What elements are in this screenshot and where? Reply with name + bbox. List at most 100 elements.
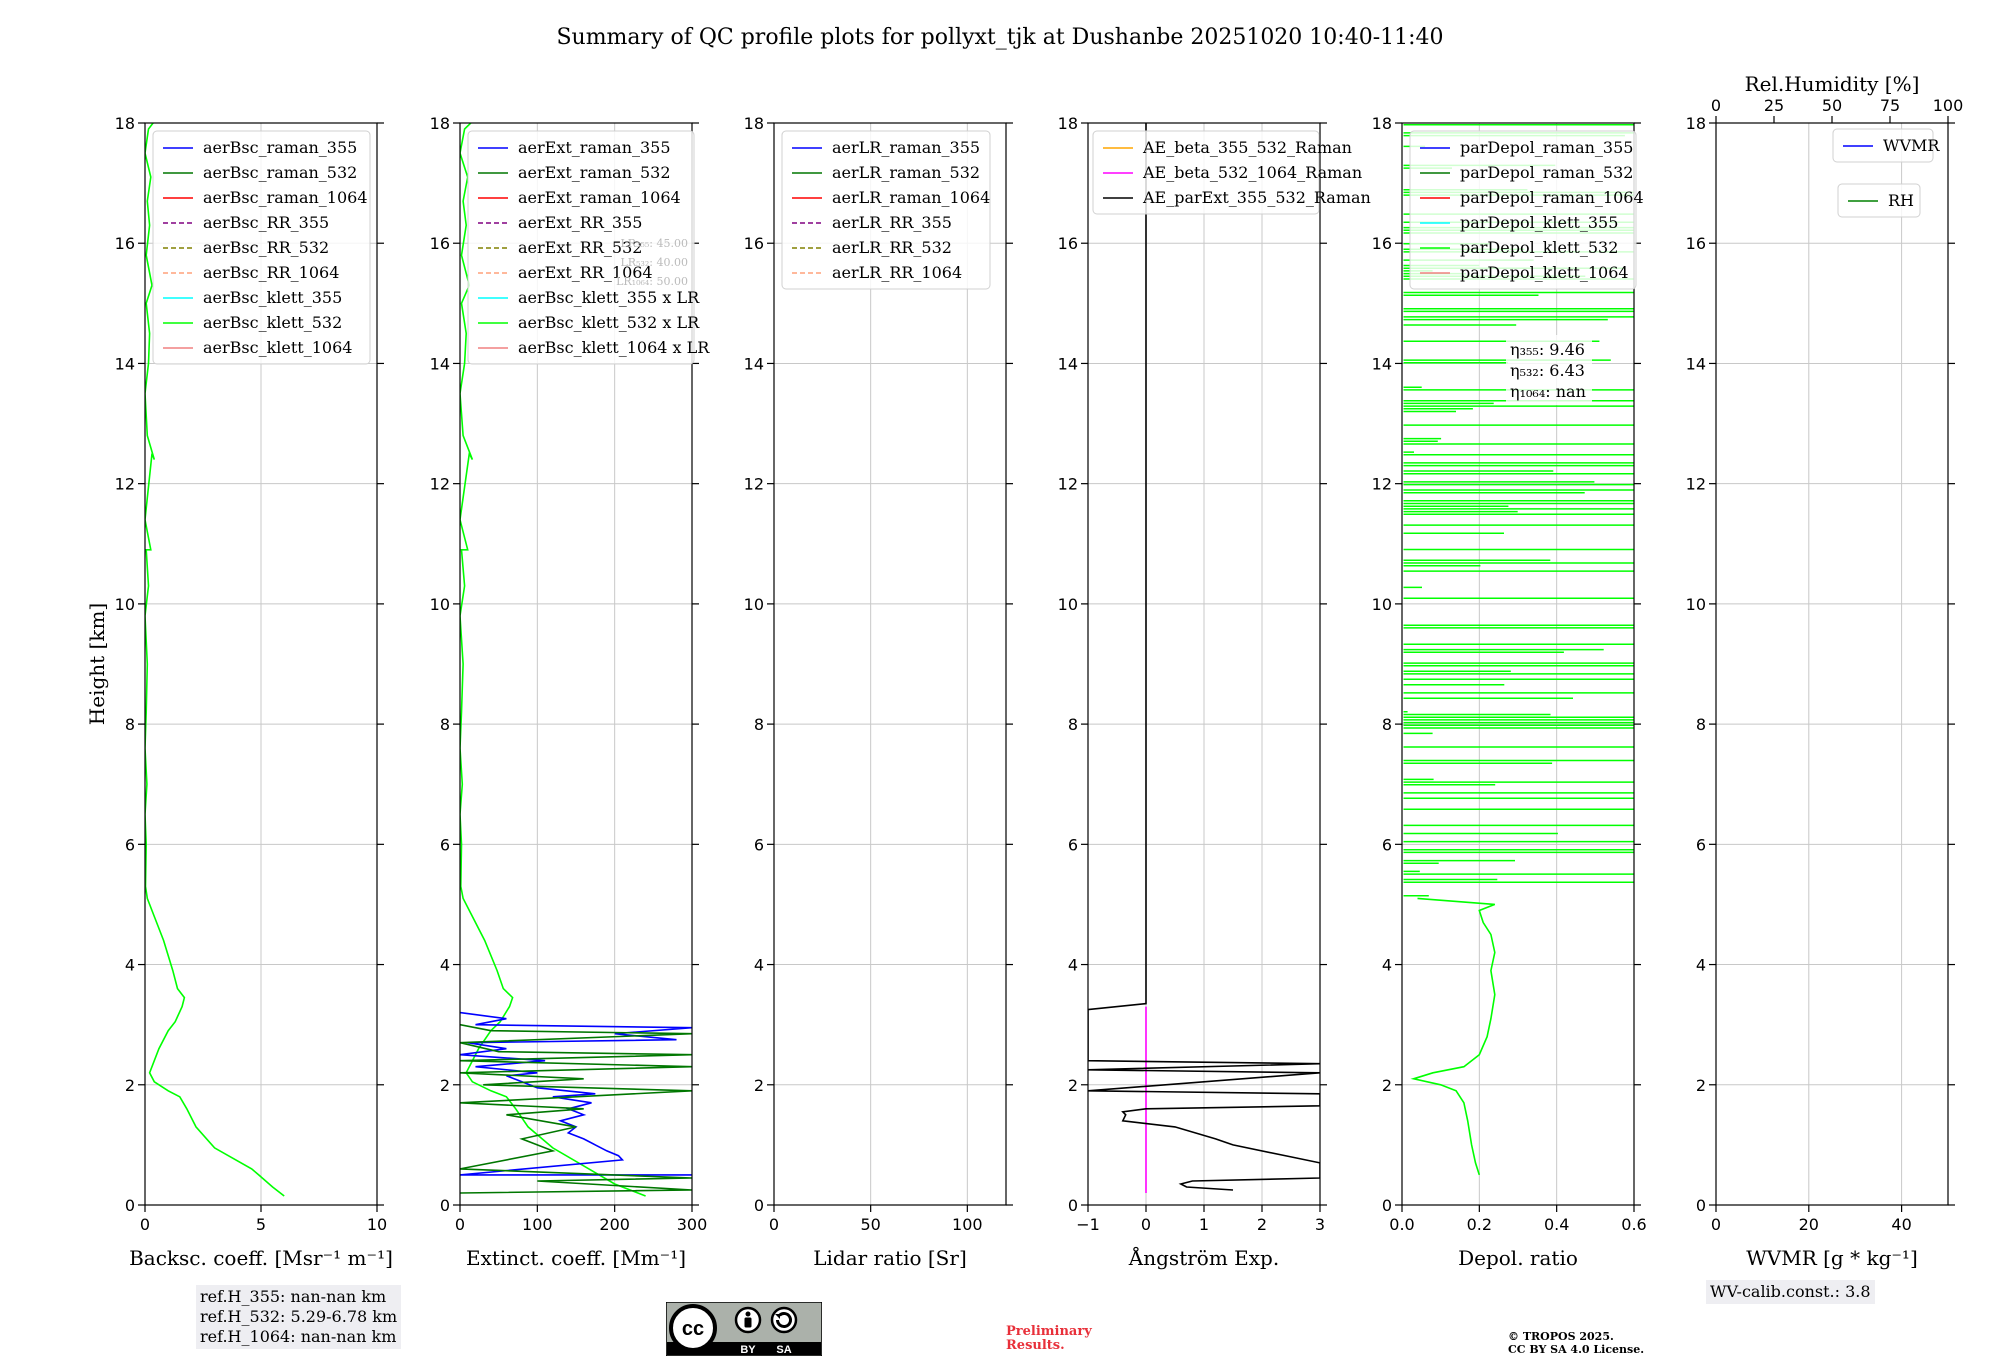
x-tick-label: 3 xyxy=(1315,1215,1325,1234)
cc-logo-icon xyxy=(669,1304,717,1352)
x-tick-label: 0 xyxy=(1141,1215,1151,1234)
legend-label: aerExt_raman_1064 xyxy=(518,188,681,207)
axes-frame xyxy=(1401,122,1635,1206)
x-axis-label: Lidar ratio [Sr] xyxy=(813,1246,967,1270)
x-tick-label: −1 xyxy=(1076,1215,1100,1234)
cc-license-badge: cc BY SA xyxy=(666,1302,822,1356)
y-tick-label: 12 xyxy=(115,475,135,494)
y-tick-label: 0 xyxy=(1382,1196,1392,1215)
top-tick-label: 25 xyxy=(1764,96,1784,115)
y-tick-label: 12 xyxy=(1686,475,1706,494)
legend-label: aerLR_raman_532 xyxy=(832,163,980,182)
x-tick-label: 0.0 xyxy=(1389,1215,1414,1234)
x-tick-label: 0 xyxy=(1711,1215,1721,1234)
ref-height-532: ref.H_532: 5.29-6.78 km xyxy=(200,1307,398,1326)
series-aerExt_raman_532 xyxy=(460,1023,692,1194)
legend-label: aerBsc_klett_532 xyxy=(203,313,342,332)
legend-label: parDepol_raman_532 xyxy=(1460,163,1633,182)
x-axis-label: Ångström Exp. xyxy=(1128,1245,1279,1270)
y-tick-label: 12 xyxy=(1372,475,1392,494)
legend-box xyxy=(1092,130,1320,215)
y-tick-label: 4 xyxy=(440,956,450,975)
x-tick-label: 20 xyxy=(1799,1215,1819,1234)
y-tick-label: 14 xyxy=(1686,354,1706,373)
legend-label: aerBsc_raman_1064 xyxy=(203,188,368,207)
y-tick-label: 2 xyxy=(1068,1076,1078,1095)
panel-ext: 0 100 200 300 0 2 4 6 8 10 12 14 16 18 Extinct. coeff.… xyxy=(430,114,711,1270)
top-tick-label: 100 xyxy=(1933,96,1964,115)
legend: aerLR_raman_355 aerLR_raman_532 aerLR_rama… xyxy=(781,130,991,290)
legend: aerBsc_raman_355 aerBsc_raman_532 aerBsc_r… xyxy=(152,130,371,365)
legend-label: parDepol_klett_355 xyxy=(1460,213,1618,232)
y-tick-label: 10 xyxy=(430,595,450,614)
legend-label: AE_parExt_355_532_Raman xyxy=(1142,188,1371,207)
x-tick-label: 2 xyxy=(1257,1215,1267,1234)
y-tick-label: 10 xyxy=(1372,595,1392,614)
x-tick-label: 200 xyxy=(599,1215,630,1234)
preliminary-line-2: Results. xyxy=(1006,1338,1065,1353)
y-tick-label: 16 xyxy=(115,234,135,253)
legend: AE_beta_355_532_Raman AE_beta_532_1064_Ra… xyxy=(1092,130,1371,215)
y-tick-label: 8 xyxy=(1382,715,1392,734)
wv-calib-const: WV-calib.const.: 3.8 xyxy=(1710,1282,1871,1301)
legend-label: parDepol_raman_355 xyxy=(1460,138,1633,157)
ref-height-1064: ref.H_1064: nan-nan km xyxy=(200,1327,397,1346)
lr-note: LR₃₅₅: 45.00 xyxy=(620,237,688,250)
preliminary-note: Preliminary Results. xyxy=(1006,1325,1092,1353)
y-tick-label: 12 xyxy=(430,475,450,494)
legend-label: parDepol_klett_532 xyxy=(1460,238,1618,257)
legend-label: aerBsc_RR_1064 xyxy=(203,263,339,282)
legend-label: aerLR_RR_532 xyxy=(832,238,952,257)
legend-label: aerBsc_klett_532 x LR xyxy=(518,313,700,332)
y-tick-label: 14 xyxy=(1058,354,1078,373)
y-tick-label: 2 xyxy=(440,1076,450,1095)
x-tick-label: 300 xyxy=(677,1215,708,1234)
panel-wv: 0 20 40 0 2 4 6 8 10 12 14 16 18 WVMR [g * kg⁻¹] 0 25 50… xyxy=(1686,72,1964,1270)
series-group xyxy=(460,123,692,1197)
top-tick-label: 50 xyxy=(1822,96,1842,115)
axes-frame xyxy=(459,122,693,1206)
panel-depol: 0.0 0.2 0.4 0.6 0 2 4 6 8 10 12 14 16 18 Depol. ratio p… xyxy=(1372,114,1647,1270)
x-axis-label: Depol. ratio xyxy=(1458,1246,1578,1270)
legend-label: RH xyxy=(1888,191,1914,210)
wv-calibration-box: WV-calib.const.: 3.8 xyxy=(1706,1280,1875,1304)
y-tick-label: 6 xyxy=(754,835,764,854)
ref-height-355: ref.H_355: nan-nan km xyxy=(200,1287,387,1306)
legend-label: aerBsc_raman_532 xyxy=(203,163,357,182)
copyright-line-1: © TROPOS 2025. xyxy=(1508,1330,1614,1343)
legend-label: aerBsc_klett_1064 x LR xyxy=(518,338,710,357)
y-tick-label: 6 xyxy=(1068,835,1078,854)
legend-box xyxy=(1832,128,1934,163)
y-tick-label: 16 xyxy=(744,234,764,253)
y-tick-label: 0 xyxy=(440,1196,450,1215)
legend-label: aerBsc_klett_1064 xyxy=(203,338,352,357)
y-tick-label: 0 xyxy=(1068,1196,1078,1215)
series-parDepol_klett_532 xyxy=(1410,897,1496,1176)
y-tick-label: 18 xyxy=(744,114,764,133)
legend-box xyxy=(1837,183,1921,218)
x-tick-label: 0 xyxy=(140,1215,150,1234)
y-tick-label: 6 xyxy=(125,835,135,854)
sa-sharealike-icon xyxy=(770,1306,798,1334)
axes-frame xyxy=(1087,122,1321,1206)
legend-label: aerExt_RR_532 xyxy=(518,238,642,257)
legend-label: parDepol_raman_1064 xyxy=(1460,188,1644,207)
y-tick-label: 0 xyxy=(754,1196,764,1215)
top-tick-label: 75 xyxy=(1880,96,1900,115)
preliminary-line-1: Preliminary xyxy=(1006,1324,1092,1339)
legend: aerExt_raman_355 aerExt_raman_532 aerExt_r… xyxy=(467,130,710,365)
x-tick-label: 1 xyxy=(1199,1215,1209,1234)
axes-frame xyxy=(144,122,378,1206)
y-tick-label: 16 xyxy=(430,234,450,253)
legend-label: aerExt_RR_355 xyxy=(518,213,642,232)
legend-rh: RH xyxy=(1837,183,1921,218)
y-axis-label: Height [km] xyxy=(85,603,109,725)
y-tick-label: 8 xyxy=(754,715,764,734)
y-tick-label: 18 xyxy=(1686,114,1706,133)
eta-note: η₁₀₆₄: nan xyxy=(1510,382,1586,401)
figure-title: Summary of QC profile plots for pollyxt_… xyxy=(556,25,1443,50)
legend-label: aerBsc_klett_355 xyxy=(203,288,342,307)
x-tick-label: 100 xyxy=(522,1215,553,1234)
y-tick-label: 18 xyxy=(1058,114,1078,133)
